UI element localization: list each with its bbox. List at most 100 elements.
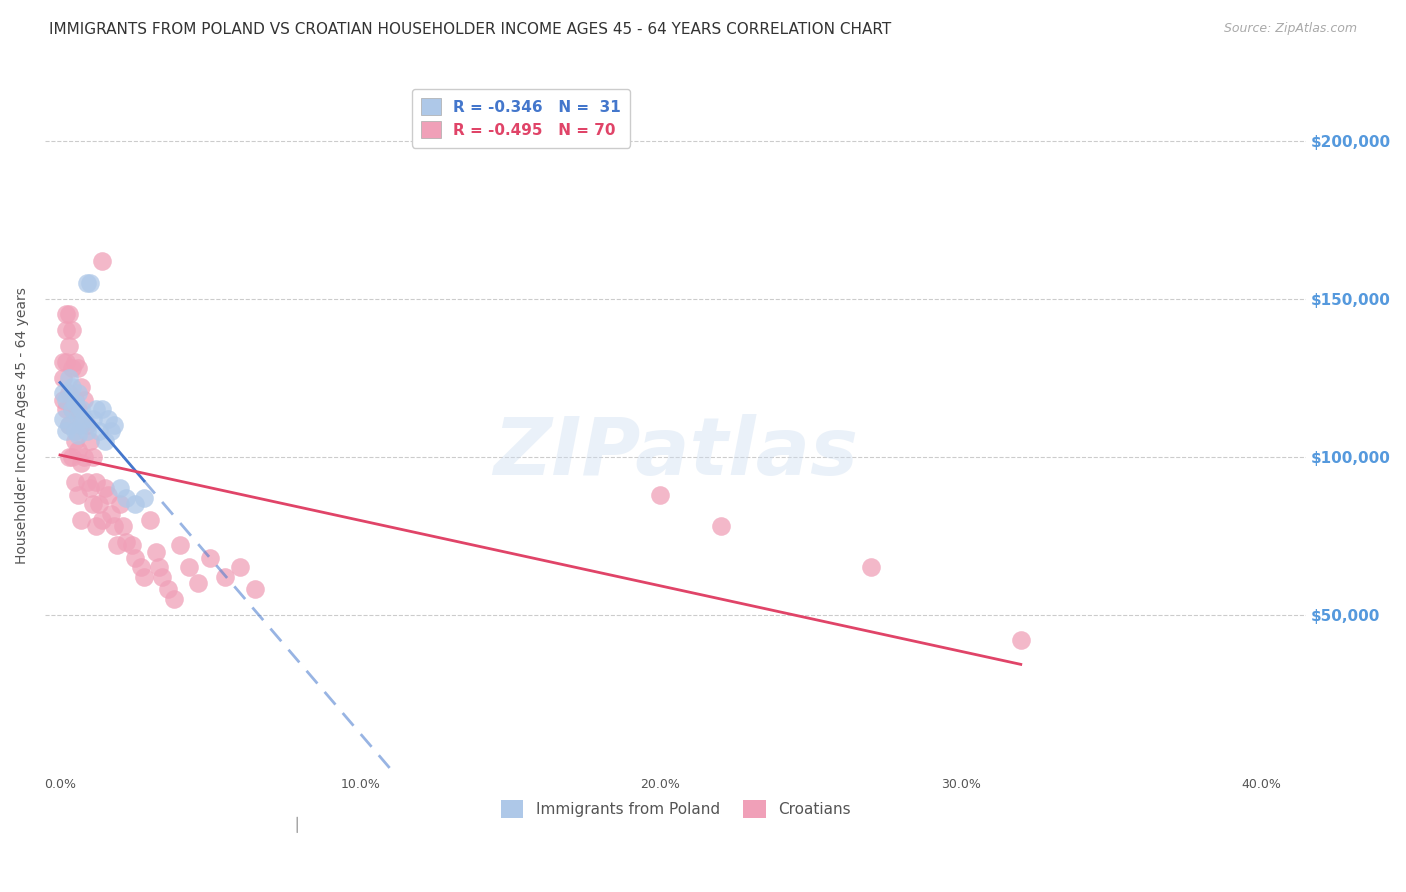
- Text: ZIPatlas: ZIPatlas: [494, 414, 858, 491]
- Point: [60, 402, 83, 417]
- Point: [108, 497, 131, 511]
- Point: [132, 570, 155, 584]
- Point: [108, 481, 131, 495]
- Point: [198, 550, 221, 565]
- Point: [58, 418, 80, 433]
- Point: [63, 392, 86, 407]
- Point: [115, 491, 138, 505]
- Point: [76, 475, 98, 489]
- Point: [97, 411, 120, 425]
- Point: [91, 253, 114, 268]
- Point: [124, 550, 146, 565]
- Point: [70, 513, 93, 527]
- Point: [79, 481, 101, 495]
- Point: [66, 361, 89, 376]
- Point: [55, 425, 77, 439]
- Point: [63, 355, 86, 369]
- Point: [105, 538, 128, 552]
- Point: [55, 355, 77, 369]
- Point: [58, 370, 80, 384]
- Point: [79, 434, 101, 448]
- Point: [84, 475, 107, 489]
- Point: [76, 276, 98, 290]
- Point: [66, 386, 89, 401]
- Point: [709, 519, 731, 533]
- Point: [121, 538, 143, 552]
- Point: [148, 560, 170, 574]
- Point: [58, 308, 80, 322]
- Point: [1010, 632, 1032, 647]
- Point: [94, 481, 117, 495]
- Point: [145, 544, 167, 558]
- Point: [76, 418, 98, 433]
- Text: Source: ZipAtlas.com: Source: ZipAtlas.com: [1223, 22, 1357, 36]
- Point: [187, 576, 209, 591]
- Point: [58, 386, 80, 401]
- Point: [73, 411, 96, 425]
- Point: [129, 560, 152, 574]
- Point: [169, 538, 191, 552]
- Point: [66, 402, 89, 417]
- Point: [229, 560, 252, 574]
- Point: [91, 513, 114, 527]
- Point: [60, 361, 83, 376]
- Point: [70, 380, 93, 394]
- Point: [859, 560, 882, 574]
- Point: [70, 402, 93, 417]
- Point: [87, 425, 110, 439]
- Point: [63, 396, 86, 410]
- Point: [66, 488, 89, 502]
- Point: [91, 402, 114, 417]
- Point: [163, 591, 186, 606]
- Point: [70, 456, 93, 470]
- Point: [132, 491, 155, 505]
- Point: [103, 519, 125, 533]
- Point: [55, 392, 77, 407]
- Point: [55, 402, 77, 417]
- Point: [76, 425, 98, 439]
- Point: [84, 402, 107, 417]
- Point: [63, 475, 86, 489]
- Point: [66, 443, 89, 458]
- Point: [52, 386, 75, 401]
- Point: [82, 450, 104, 464]
- Point: [150, 570, 173, 584]
- Point: [139, 513, 162, 527]
- Point: [650, 488, 672, 502]
- Point: [70, 418, 93, 433]
- Point: [79, 276, 101, 290]
- Point: [52, 411, 75, 425]
- Point: [214, 570, 236, 584]
- Point: [58, 339, 80, 353]
- Point: [82, 411, 104, 425]
- Point: [94, 434, 117, 448]
- Point: [87, 497, 110, 511]
- Point: [82, 497, 104, 511]
- Point: [70, 418, 93, 433]
- Legend: Immigrants from Poland, Croatians: Immigrants from Poland, Croatians: [495, 795, 856, 824]
- Point: [243, 582, 266, 597]
- Point: [124, 497, 146, 511]
- Text: IMMIGRANTS FROM POLAND VS CROATIAN HOUSEHOLDER INCOME AGES 45 - 64 YEARS CORRELA: IMMIGRANTS FROM POLAND VS CROATIAN HOUSE…: [49, 22, 891, 37]
- Point: [63, 425, 86, 439]
- Point: [103, 418, 125, 433]
- Point: [55, 323, 77, 337]
- Point: [177, 560, 200, 574]
- Point: [66, 409, 89, 423]
- Point: [115, 535, 138, 549]
- Point: [66, 427, 89, 442]
- Point: [55, 308, 77, 322]
- Point: [100, 507, 122, 521]
- Point: [60, 450, 83, 464]
- Point: [52, 355, 75, 369]
- Point: [73, 392, 96, 407]
- Point: [60, 380, 83, 394]
- Y-axis label: Householder Income Ages 45 - 64 years: Householder Income Ages 45 - 64 years: [15, 286, 30, 564]
- Point: [97, 488, 120, 502]
- Point: [73, 450, 96, 464]
- Point: [52, 392, 75, 407]
- Point: [58, 450, 80, 464]
- Point: [112, 519, 135, 533]
- Point: [60, 323, 83, 337]
- Point: [58, 418, 80, 433]
